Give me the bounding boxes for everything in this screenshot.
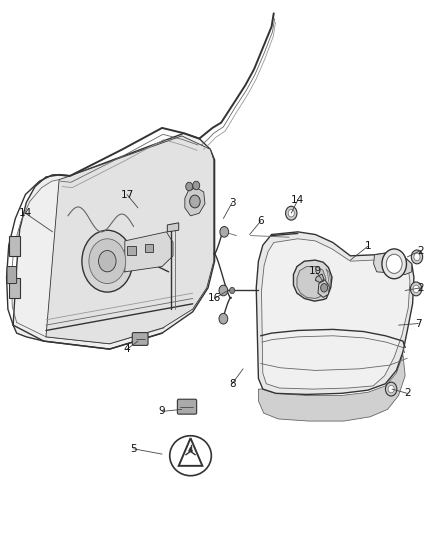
FancyBboxPatch shape xyxy=(177,399,197,414)
Circle shape xyxy=(186,182,193,191)
Text: 17: 17 xyxy=(120,190,134,199)
Text: 14: 14 xyxy=(19,208,32,218)
Polygon shape xyxy=(261,239,410,389)
Polygon shape xyxy=(318,280,329,297)
Circle shape xyxy=(219,285,228,296)
Circle shape xyxy=(219,313,228,324)
Text: 19: 19 xyxy=(309,266,322,276)
Circle shape xyxy=(385,382,397,396)
Circle shape xyxy=(193,181,200,190)
Circle shape xyxy=(410,282,422,296)
Polygon shape xyxy=(46,136,214,344)
FancyBboxPatch shape xyxy=(132,333,148,345)
Circle shape xyxy=(286,206,297,220)
Text: 2: 2 xyxy=(404,389,411,398)
Circle shape xyxy=(321,284,328,292)
Text: 5: 5 xyxy=(130,444,137,454)
Circle shape xyxy=(413,285,419,293)
Circle shape xyxy=(388,385,394,393)
FancyBboxPatch shape xyxy=(145,244,153,252)
FancyBboxPatch shape xyxy=(9,236,20,256)
Polygon shape xyxy=(374,253,412,274)
FancyBboxPatch shape xyxy=(127,246,136,255)
Circle shape xyxy=(288,209,294,217)
FancyBboxPatch shape xyxy=(7,266,17,284)
Circle shape xyxy=(382,249,406,279)
Circle shape xyxy=(190,195,200,208)
Polygon shape xyxy=(125,232,173,272)
Text: 1: 1 xyxy=(364,241,371,251)
Text: 7: 7 xyxy=(415,319,422,328)
FancyBboxPatch shape xyxy=(9,278,20,298)
Polygon shape xyxy=(315,274,324,282)
Circle shape xyxy=(414,253,420,261)
Circle shape xyxy=(230,287,235,294)
Text: 2: 2 xyxy=(417,246,424,255)
Polygon shape xyxy=(13,133,215,349)
Text: 8: 8 xyxy=(229,379,236,389)
Polygon shape xyxy=(293,260,332,301)
Text: 4: 4 xyxy=(124,344,131,354)
Text: 16: 16 xyxy=(208,294,221,303)
Circle shape xyxy=(386,254,402,273)
Polygon shape xyxy=(297,266,326,298)
Polygon shape xyxy=(167,223,179,232)
Polygon shape xyxy=(326,269,331,287)
Polygon shape xyxy=(258,354,405,421)
Text: 9: 9 xyxy=(159,407,166,416)
Circle shape xyxy=(220,227,229,237)
Text: 14: 14 xyxy=(291,195,304,205)
Circle shape xyxy=(411,250,423,264)
Polygon shape xyxy=(256,232,414,394)
Circle shape xyxy=(82,230,133,292)
Ellipse shape xyxy=(170,436,212,475)
Circle shape xyxy=(89,239,126,284)
Polygon shape xyxy=(185,188,205,216)
Text: 2: 2 xyxy=(417,283,424,293)
Text: 3: 3 xyxy=(229,198,236,207)
Circle shape xyxy=(99,251,116,272)
Text: 6: 6 xyxy=(257,216,264,226)
